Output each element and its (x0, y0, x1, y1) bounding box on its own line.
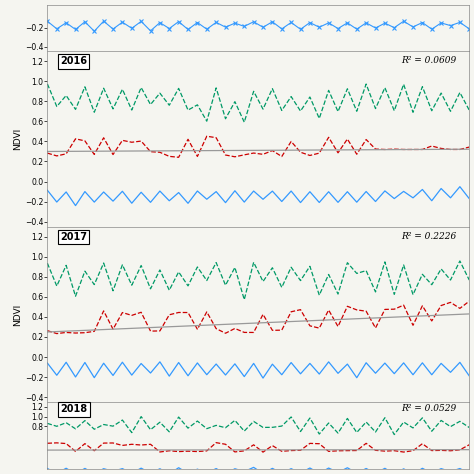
Legend: Minimum, Maximum, Mean, Linear (Mean): Minimum, Maximum, Mean, Linear (Mean) (147, 425, 369, 437)
Y-axis label: NDVI: NDVI (13, 303, 22, 326)
Text: R² = 0.0529: R² = 0.0529 (401, 404, 456, 413)
Text: 2018: 2018 (60, 404, 87, 414)
Text: 2016: 2016 (60, 56, 87, 66)
Text: 2017: 2017 (60, 232, 87, 242)
Text: R² = 0.2226: R² = 0.2226 (401, 232, 456, 241)
Y-axis label: NDVI: NDVI (13, 128, 22, 150)
Text: R² = 0.0609: R² = 0.0609 (401, 56, 456, 65)
Legend: Minimum, Maximum, Mean, Linear (Mean): Minimum, Maximum, Mean, Linear (Mean) (134, 81, 383, 96)
Legend: Minimum, Maximum, Mean, Linear (Mean): Minimum, Maximum, Mean, Linear (Mean) (147, 249, 369, 262)
